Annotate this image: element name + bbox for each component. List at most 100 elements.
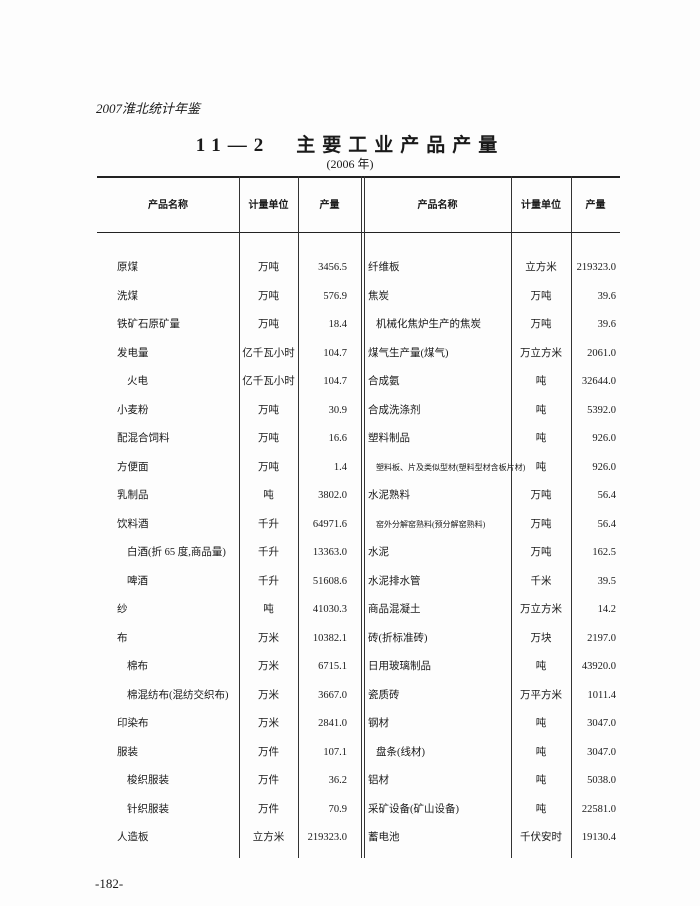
- product-name: 采矿设备(矿山设备): [368, 803, 459, 815]
- table-subtitle: (2006 年): [326, 157, 374, 171]
- header-output-right: 产量: [585, 200, 606, 211]
- output-value: 39.5: [597, 575, 616, 587]
- unit-cell: 吨: [535, 718, 547, 729]
- unit-cell: 亿千瓦小时: [242, 347, 295, 359]
- output-value: 3802.0: [318, 490, 347, 501]
- unit-cell: 千升: [258, 518, 279, 530]
- product-name: 塑料制品: [368, 433, 410, 444]
- product-name: 窑外分解窑熟料(预分解窑熟料): [376, 519, 486, 529]
- product-name: 火电: [127, 376, 148, 387]
- table-title: 11—2 主要工业产品产量: [195, 135, 505, 156]
- product-name: 机械化焦炉生产的焦炭: [376, 319, 481, 330]
- unit-cell: 吨: [535, 803, 547, 815]
- product-name: 啤酒: [127, 575, 148, 587]
- unit-cell: 千升: [258, 575, 279, 587]
- product-name: 水泥: [368, 547, 389, 558]
- unit-cell: 立方米: [252, 832, 285, 843]
- unit-cell: 万吨: [258, 262, 279, 273]
- output-value: 2197.0: [587, 632, 616, 644]
- table-top-rule: [97, 176, 620, 178]
- output-value: 16.6: [328, 433, 347, 444]
- unit-cell: 万平方米: [520, 689, 562, 701]
- product-name: 小麦粉: [117, 404, 149, 416]
- output-value: 3047.0: [587, 718, 616, 729]
- output-value: 64971.6: [312, 518, 347, 530]
- header-unit-right: 计量单位: [521, 200, 561, 211]
- unit-cell: 万米: [258, 718, 279, 729]
- unit-cell: 万件: [258, 775, 279, 786]
- unit-cell: 吨: [535, 433, 547, 444]
- product-name: 饮料酒: [117, 518, 149, 530]
- unit-cell: 吨: [535, 404, 547, 416]
- unit-cell: 万吨: [258, 461, 279, 473]
- output-value: 5038.0: [587, 775, 616, 786]
- product-name: 铁矿石原矿量: [117, 319, 180, 330]
- unit-cell: 亿千瓦小时: [242, 376, 295, 387]
- output-value: 51608.6: [312, 575, 347, 587]
- product-name: 砖(折标准砖): [368, 632, 428, 644]
- output-value: 19130.4: [581, 832, 616, 843]
- page-number: -182-: [95, 876, 124, 891]
- unit-cell: 万吨: [530, 319, 552, 330]
- product-name: 日用玻璃制品: [368, 661, 431, 672]
- unit-cell: 千米: [530, 575, 552, 587]
- output-value: 41030.3: [312, 604, 347, 615]
- product-name: 纤维板: [368, 262, 400, 273]
- unit-cell: 万吨: [530, 290, 552, 302]
- product-name: 合成洗涤剂: [368, 404, 421, 416]
- unit-cell: 万吨: [258, 290, 279, 302]
- unit-cell: 万吨: [530, 490, 552, 501]
- output-value: 104.7: [323, 347, 347, 359]
- header-unit-left: 计量单位: [248, 200, 289, 211]
- unit-cell: 万立方米: [520, 604, 562, 615]
- output-value: 70.9: [328, 803, 347, 815]
- column-divider: [511, 176, 512, 858]
- unit-cell: 万吨: [258, 433, 279, 444]
- yearbook-header: 2007淮北统计年鉴: [96, 101, 201, 116]
- product-name: 煤气生产量(煤气): [368, 347, 449, 359]
- product-name: 原煤: [117, 262, 138, 273]
- output-value: 2061.0: [587, 347, 616, 359]
- unit-cell: 吨: [535, 746, 547, 758]
- product-name: 蓄电池: [368, 832, 400, 843]
- unit-cell: 万吨: [530, 547, 552, 558]
- output-value: 3047.0: [587, 746, 616, 758]
- product-name: 纱: [117, 604, 128, 615]
- product-name: 棉布: [127, 661, 148, 672]
- output-value: 926.0: [592, 433, 616, 444]
- product-name: 服装: [117, 746, 138, 758]
- output-value: 18.4: [328, 319, 347, 330]
- output-value: 22581.0: [581, 803, 616, 815]
- unit-cell: 千伏安时: [520, 832, 562, 843]
- product-name: 白酒(折 65 度,商品量): [127, 547, 226, 558]
- output-value: 926.0: [592, 461, 616, 473]
- output-value: 576.9: [323, 290, 347, 302]
- unit-cell: 万件: [258, 803, 279, 815]
- output-value: 36.2: [328, 775, 347, 786]
- output-value: 219323.0: [576, 262, 616, 273]
- product-name: 乳制品: [117, 490, 149, 501]
- product-name: 商品混凝土: [368, 604, 421, 615]
- unit-cell: 万米: [258, 632, 279, 644]
- output-value: 43920.0: [581, 661, 616, 672]
- unit-cell: 万吨: [530, 518, 552, 530]
- output-value: 5392.0: [587, 404, 616, 416]
- output-value: 2841.0: [318, 718, 347, 729]
- output-value: 13363.0: [312, 547, 347, 558]
- product-name: 合成氨: [368, 376, 400, 387]
- header-rule: [97, 232, 620, 233]
- header-name-right: 产品名称: [417, 200, 458, 211]
- unit-cell: 万米: [258, 661, 279, 672]
- header-output-left: 产量: [319, 200, 340, 211]
- product-name: 棉混纺布(混纺交织布): [127, 689, 229, 701]
- unit-cell: 万件: [258, 746, 279, 758]
- product-name: 洗煤: [117, 290, 138, 302]
- product-name: 布: [117, 632, 128, 644]
- product-name: 水泥熟料: [368, 490, 410, 501]
- output-value: 219323.0: [307, 832, 347, 843]
- column-divider: [298, 176, 299, 858]
- unit-cell: 吨: [263, 604, 274, 615]
- product-name: 梭织服装: [127, 775, 169, 786]
- unit-cell: 万吨: [258, 404, 279, 416]
